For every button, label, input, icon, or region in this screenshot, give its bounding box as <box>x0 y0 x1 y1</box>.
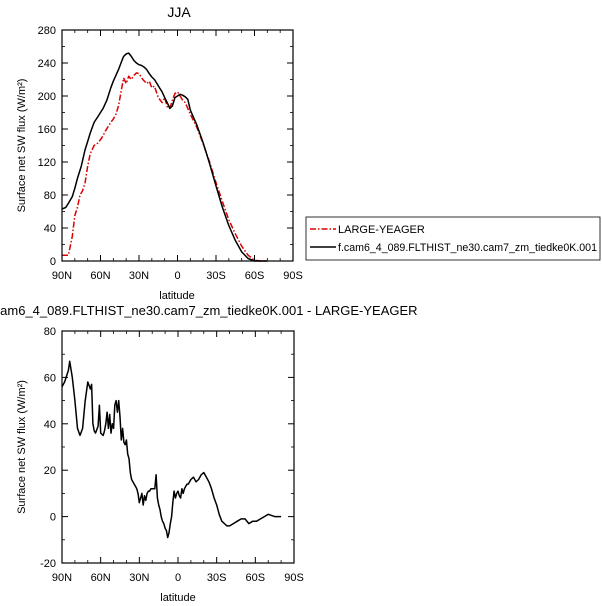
bottom-y-tick-label: 60 <box>44 372 56 384</box>
bottom-plot-frame <box>61 330 295 564</box>
bottom-y-tick-label: 80 <box>44 326 56 338</box>
bottom-x-tick-label: 90N <box>52 572 72 584</box>
top-y-tick-label: 120 <box>38 157 56 169</box>
bottom-x-tick-label: 30N <box>129 572 149 584</box>
bottom-y-tick-label: -20 <box>40 558 56 570</box>
bottom-x-tick-label: 60S <box>246 572 266 584</box>
bottom-x-tick-label: 60N <box>91 572 111 584</box>
top-series-line-0 <box>62 72 268 262</box>
legend: LARGE-YEAGER f.cam6_4_089.FLTHIST_ne30.c… <box>305 216 601 261</box>
top-y-tick-label: 0 <box>50 256 56 268</box>
bottom-y-tick-label: 40 <box>44 419 56 431</box>
top-x-tick-label: 30S <box>206 270 226 282</box>
top-y-tick-label: 80 <box>44 190 56 202</box>
top-y-axis-label: Surface net SW flux (W/m²) <box>16 79 28 213</box>
top-y-tick-label: 240 <box>38 58 56 70</box>
legend-box <box>305 216 601 261</box>
bottom-x-tick-label: 0 <box>175 572 181 584</box>
top-plot-frame <box>61 29 294 262</box>
top-x-tick-label: 0 <box>174 270 180 282</box>
top-y-tick-label: 280 <box>38 25 56 37</box>
top-panel: JJA 90N 60N 30N 0 30S 60S 90S 0 40 80 120 160 200 240… <box>16 4 601 302</box>
top-x-axis-label: latitude <box>159 290 194 302</box>
bottom-x-tick-label: 90S <box>284 572 304 584</box>
top-x-tick-label: 30N <box>129 270 149 282</box>
top-series-line-1 <box>61 52 268 262</box>
bottom-x-tick-label: 30S <box>207 572 227 584</box>
bottom-series-line-0 <box>61 360 282 539</box>
top-x-tick-label: 60N <box>90 270 110 282</box>
top-y-tick-label: 40 <box>44 223 56 235</box>
top-x-tick-label: 60S <box>245 270 265 282</box>
bottom-title: f.cam6_4_089.FLTHIST_ne30.cam7_zm_tiedke… <box>0 303 418 318</box>
top-y-tick-label: 160 <box>38 124 56 136</box>
top-x-tick-label: 90S <box>283 270 303 282</box>
top-y-tick-label: 200 <box>38 91 56 103</box>
bottom-y-axis-label: Surface net SW flux (W/m²) <box>16 380 28 514</box>
legend-label-large-yeager: LARGE-YEAGER <box>338 224 425 236</box>
top-x-tick-label: 90N <box>52 270 72 282</box>
bottom-panel: f.cam6_4_089.FLTHIST_ne30.cam7_zm_tiedke… <box>0 303 418 604</box>
bottom-y-tick-label: 0 <box>50 512 56 524</box>
top-title: JJA <box>167 4 191 20</box>
legend-label-cam6: f.cam6_4_089.FLTHIST_ne30.cam7_zm_tiedke… <box>338 242 597 254</box>
bottom-x-axis-label: latitude <box>160 592 195 604</box>
bottom-y-tick-label: 20 <box>44 465 56 477</box>
